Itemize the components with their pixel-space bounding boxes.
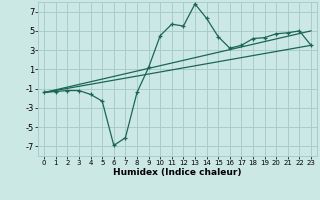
X-axis label: Humidex (Indice chaleur): Humidex (Indice chaleur) bbox=[113, 168, 242, 177]
